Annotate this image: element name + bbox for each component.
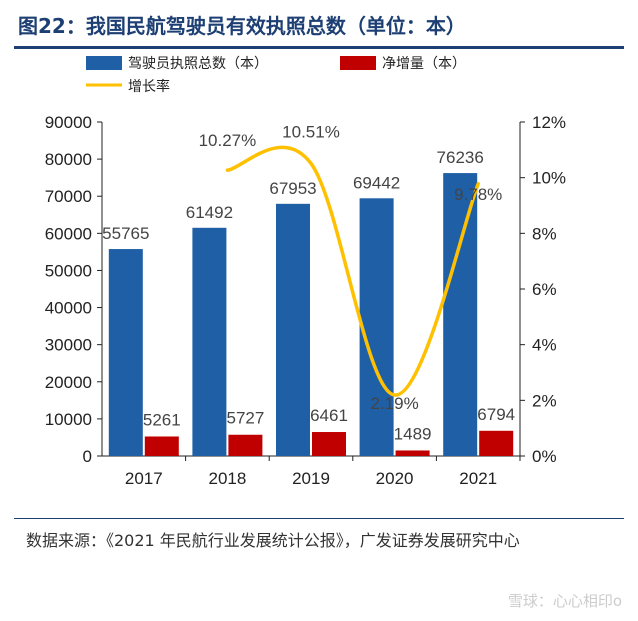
y-right-tick-label: 10% xyxy=(532,169,566,188)
footer-divider xyxy=(14,518,624,519)
bar-total xyxy=(192,227,227,456)
growth-rate-label: 10.27% xyxy=(199,131,257,150)
combo-chart: 驾驶员执照总数（本） 净增量（本） 增长率 0 10000 20000 30000 40000… xyxy=(45,56,566,488)
bar-total xyxy=(443,173,478,457)
bar-increase-label: 6794 xyxy=(477,405,515,424)
bar-total-label: 67953 xyxy=(269,179,316,198)
y-right-tick-label: 8% xyxy=(532,224,557,243)
legend-label-increase: 净增量（本） xyxy=(382,56,466,72)
y-left-tick-label: 30000 xyxy=(45,336,92,355)
bar-total-label: 61492 xyxy=(186,203,233,222)
y-left-tick-label: 10000 xyxy=(45,410,92,429)
x-tick-label: 2019 xyxy=(292,469,330,488)
y-right-tick-label: 4% xyxy=(532,336,557,355)
bar-increase-label: 1489 xyxy=(394,424,432,443)
bar-total-label: 69442 xyxy=(353,173,400,192)
bar-increase xyxy=(395,450,430,456)
bar-total xyxy=(108,249,143,456)
watermark: 雪球：心心相印o xyxy=(507,592,622,610)
y-left-tick-label: 60000 xyxy=(45,224,92,243)
y-right-tick-label: 6% xyxy=(532,280,557,299)
bar-total-label: 76236 xyxy=(437,148,484,167)
x-tick-label: 2020 xyxy=(376,469,414,488)
y-left-tick-label: 90000 xyxy=(45,113,92,132)
y-left-tick-label: 50000 xyxy=(45,261,92,280)
y-left-tick-label: 0 xyxy=(83,447,92,466)
y-left-tick-label: 70000 xyxy=(45,187,92,206)
y-right-tick-label: 12% xyxy=(532,113,566,132)
bar-increase-label: 6461 xyxy=(310,406,348,425)
bar-increase xyxy=(228,434,263,456)
x-tick-label: 2021 xyxy=(459,469,497,488)
y-left-tick-label: 20000 xyxy=(45,373,92,392)
bar-increase-label: 5727 xyxy=(226,409,264,428)
source-note: 数据来源：《2021 年民航行业发展统计公报》，广发证券发展研究中心 xyxy=(26,531,520,550)
y-right-tick-label: 2% xyxy=(532,391,557,410)
bar-total-label: 55765 xyxy=(102,224,149,243)
chart-title: 图22：我国民航驾驶员有效执照总数（单位：本） xyxy=(18,14,466,38)
legend-swatch-total xyxy=(86,56,122,70)
title-underline xyxy=(14,46,624,49)
y-left-tick-label: 40000 xyxy=(45,299,92,318)
bar-increase xyxy=(144,436,179,456)
bar-increase-label: 5261 xyxy=(143,410,181,429)
y-right-tick-label: 0% xyxy=(532,447,557,466)
y-left-tick-label: 80000 xyxy=(45,150,92,169)
x-tick-label: 2017 xyxy=(125,469,163,488)
legend-swatch-increase xyxy=(340,56,376,70)
growth-rate-label: 2.19% xyxy=(370,394,418,413)
growth-rate-label: 10.51% xyxy=(282,122,340,141)
growth-rate-line xyxy=(225,145,480,397)
bar-increase xyxy=(312,432,346,456)
x-tick-label: 2018 xyxy=(208,469,246,488)
legend-label-growth: 增长率 xyxy=(128,78,170,95)
bar-total xyxy=(276,203,310,456)
bar-increase xyxy=(479,430,514,456)
growth-rate-label: 9.78% xyxy=(454,185,502,204)
legend-label-total: 驾驶员执照总数（本） xyxy=(128,56,268,72)
bar-total xyxy=(359,198,394,456)
